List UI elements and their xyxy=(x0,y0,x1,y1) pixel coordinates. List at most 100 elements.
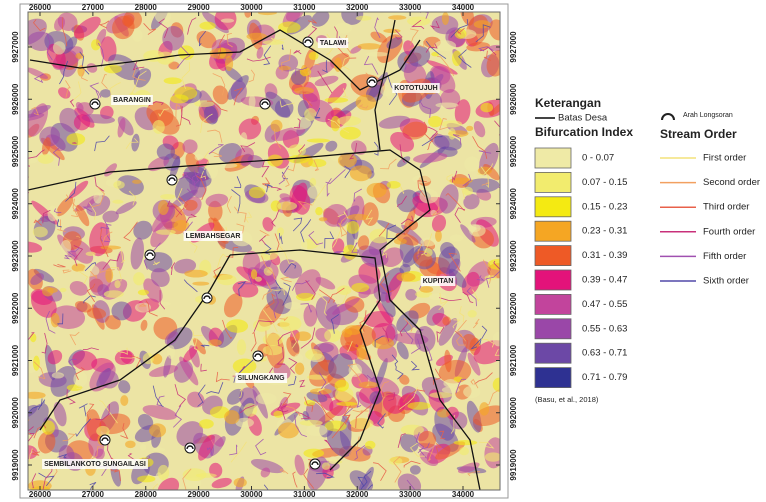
y-tick-label: 9920000 xyxy=(509,397,518,429)
x-tick-label: 29000 xyxy=(188,3,211,12)
terrain-patch xyxy=(322,462,330,470)
y-tick-label: 9919000 xyxy=(11,449,20,481)
terrain-patch xyxy=(167,345,175,359)
y-tick-label: 9923000 xyxy=(11,240,20,272)
stream-label: Third order xyxy=(703,202,749,213)
y-tick-label: 9925000 xyxy=(509,135,518,167)
x-tick-label: 26000 xyxy=(29,3,52,12)
terrain-patch xyxy=(358,43,382,49)
terrain-patch xyxy=(407,16,430,25)
terrain-patch xyxy=(42,286,54,296)
terrain-patch xyxy=(359,382,379,389)
terrain-patch xyxy=(170,94,188,103)
terrain-patch xyxy=(158,200,169,215)
place-label: TALAWI xyxy=(320,40,346,47)
bifurcation-swatch xyxy=(535,319,571,339)
terrain-patch xyxy=(329,456,337,464)
terrain-patch xyxy=(73,372,87,387)
terrain-patch xyxy=(277,227,284,236)
terrain-patch xyxy=(33,227,48,238)
bifurcation-label: 0 - 0.07 xyxy=(582,153,614,164)
terrain-patch xyxy=(217,274,237,285)
terrain-patch xyxy=(120,395,128,406)
terrain-patch xyxy=(388,15,406,20)
y-tick-label: 9927000 xyxy=(11,31,20,63)
y-tick-label: 9922000 xyxy=(11,292,20,324)
terrain-patch xyxy=(284,302,301,309)
terrain-patch xyxy=(164,77,182,84)
terrain-patch xyxy=(156,229,176,234)
terrain-patch xyxy=(237,339,246,355)
terrain-patch xyxy=(466,126,473,131)
y-tick-label: 9919000 xyxy=(509,449,518,481)
bifurcation-label: 0.55 - 0.63 xyxy=(582,323,627,334)
terrain-patch xyxy=(493,378,506,392)
terrain-patch xyxy=(493,332,505,347)
bifurcation-label: 0.07 - 0.15 xyxy=(582,177,627,188)
stream-label: Fifth order xyxy=(703,251,746,262)
legend-title: Keterangan xyxy=(535,96,601,110)
stream-label: Second order xyxy=(703,177,760,188)
stream-label: Fourth order xyxy=(703,226,755,237)
terrain-patch xyxy=(256,393,277,405)
y-tick-label: 9920000 xyxy=(11,397,20,429)
bifurcation-label: 0.71 - 0.79 xyxy=(582,372,627,383)
y-tick-label: 9922000 xyxy=(509,292,518,324)
terrain-patch xyxy=(83,265,99,277)
terrain-patch xyxy=(306,424,327,436)
x-tick-label: 31000 xyxy=(293,490,316,499)
stream-label: Sixth order xyxy=(703,276,749,287)
terrain-patch xyxy=(140,444,146,451)
terrain-patch xyxy=(325,97,349,103)
x-tick-label: 30000 xyxy=(240,490,263,499)
y-tick-label: 9924000 xyxy=(509,188,518,220)
bifurcation-swatch xyxy=(535,221,571,241)
bifurcation-swatch xyxy=(535,197,571,217)
terrain-patch xyxy=(273,411,283,418)
terrain-patch xyxy=(255,277,262,282)
terrain-patch xyxy=(53,41,66,54)
bifurcation-swatch xyxy=(535,246,571,266)
y-tick-label: 9923000 xyxy=(509,240,518,272)
terrain-patch xyxy=(221,18,234,22)
terrain-patch xyxy=(249,95,256,109)
terrain-patch xyxy=(305,349,322,360)
terrain-patch xyxy=(133,272,145,285)
place-label: SEMBILANKOTO SUNGAILASI xyxy=(44,461,146,468)
terrain-patch xyxy=(51,313,60,327)
terrain-patch xyxy=(277,201,297,210)
terrain-patch xyxy=(48,206,58,222)
terrain-patch xyxy=(160,194,175,199)
terrain-patch xyxy=(324,329,341,342)
terrain-patch xyxy=(112,200,123,204)
terrain-patch xyxy=(464,156,479,171)
y-tick-label: 9926000 xyxy=(509,83,518,115)
terrain-patch xyxy=(152,447,165,451)
terrain-patch xyxy=(448,128,456,140)
terrain-patch xyxy=(431,52,439,56)
terrain-patch xyxy=(195,154,204,161)
stream-title: Stream Order xyxy=(660,127,737,141)
terrain-patch xyxy=(42,420,55,434)
terrain-patch xyxy=(428,116,442,127)
terrain-patch xyxy=(149,423,166,437)
x-tick-label: 33000 xyxy=(399,3,422,12)
place-label: BARANGIN xyxy=(113,97,151,104)
place-label: LEMBAHSEGAR xyxy=(186,233,241,240)
bifurcation-swatch xyxy=(535,343,571,363)
citation: (Basu, et al., 2018) xyxy=(535,395,599,404)
terrain-patch xyxy=(315,207,323,215)
terrain-patch xyxy=(335,380,349,392)
x-tick-label: 31000 xyxy=(293,3,316,12)
terrain-patch xyxy=(104,290,124,298)
terrain-patch xyxy=(294,354,303,363)
x-tick-label: 29000 xyxy=(188,490,211,499)
terrain-patch xyxy=(30,333,36,342)
terrain-patch xyxy=(38,154,54,164)
bifurcation-label: 0.63 - 0.71 xyxy=(582,348,627,359)
terrain-patch xyxy=(137,475,155,482)
terrain-patch xyxy=(435,230,442,242)
terrain-patch xyxy=(271,120,283,132)
terrain-patch xyxy=(60,288,67,292)
terrain-patch xyxy=(208,339,221,346)
